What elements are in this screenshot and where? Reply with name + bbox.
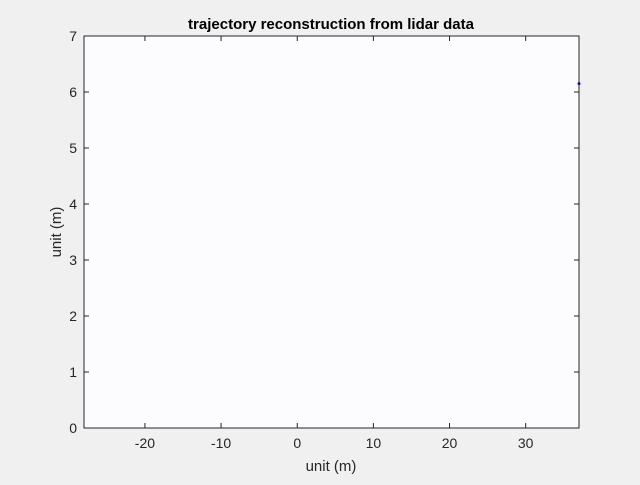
x-tick-label: 30 <box>518 435 534 451</box>
axes-box <box>83 35 580 429</box>
y-tick-label: 3 <box>69 252 77 268</box>
x-tick-label: 10 <box>366 435 382 451</box>
y-tick-label: 7 <box>69 28 77 44</box>
y-tick-label: 1 <box>69 364 77 380</box>
x-axis-label: unit (m) <box>306 458 357 475</box>
y-tick-label: 6 <box>69 84 77 100</box>
y-tick-label: 2 <box>69 308 77 324</box>
y-tick-label: 5 <box>69 140 77 156</box>
x-tick-label: 0 <box>293 435 301 451</box>
y-axis-label: unit (m) <box>48 207 65 258</box>
axes-background <box>84 36 579 428</box>
y-tick-label: 4 <box>69 196 77 212</box>
x-tick-label: -10 <box>211 435 231 451</box>
chart-title: trajectory reconstruction from lidar dat… <box>188 16 475 33</box>
y-tick-label: 0 <box>69 420 77 436</box>
x-tick-label: -20 <box>135 435 155 451</box>
x-tick-label: 20 <box>442 435 458 451</box>
